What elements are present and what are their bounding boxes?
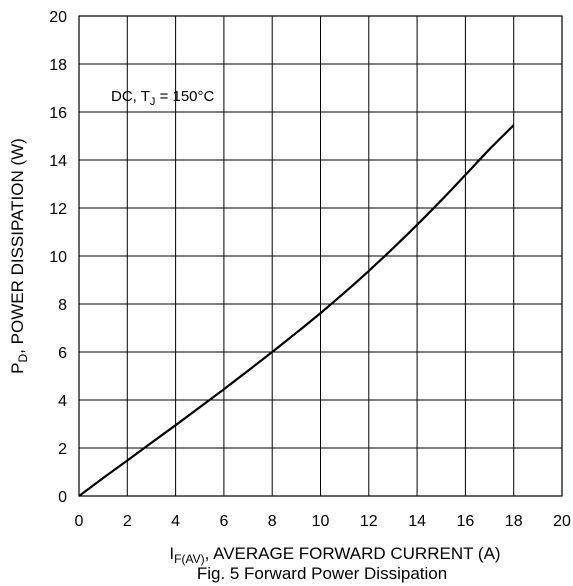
series-group [78, 124, 515, 497]
x-tick-label: 6 [219, 513, 228, 530]
y-tick-label: 16 [49, 105, 67, 122]
y-tick-label: 18 [49, 57, 67, 74]
plot-frame [78, 15, 563, 497]
y-axis-label-rest: , POWER DISSIPATION (W) [8, 138, 27, 354]
x-tick-label: 16 [457, 513, 475, 530]
x-axis-label-subscript: F(AV) [174, 552, 204, 566]
y-axis-label-subscript: D [16, 353, 30, 362]
x-axis-label-rest: , AVERAGE FORWARD CURRENT (A) [205, 544, 501, 563]
x-tick-label: 12 [360, 513, 378, 530]
series-line-power-dissipation [78, 124, 515, 497]
y-axis-label: PD, POWER DISSIPATION (W) [8, 138, 30, 374]
x-tick-label: 18 [505, 513, 523, 530]
annotation-subscript: J [150, 96, 156, 108]
y-axis-label-prefix: P [8, 362, 27, 373]
y-tick-label: 14 [49, 153, 67, 170]
x-axis-label-prefix: I [169, 544, 174, 563]
y-tick-label: 20 [49, 9, 67, 26]
y-tick-label: 0 [58, 489, 67, 506]
x-tick-label: 14 [408, 513, 426, 530]
y-tick-labels: 0 2 4 6 8 10 12 14 16 18 20 [49, 9, 67, 506]
x-tick-label: 8 [268, 513, 277, 530]
x-tick-label: 4 [171, 513, 180, 530]
y-tick-label: 8 [58, 297, 67, 314]
condition-annotation: DC, TJ = 150°C [111, 88, 215, 108]
y-tick-label: 6 [58, 345, 67, 362]
y-tick-label: 4 [58, 393, 67, 410]
annotation-rest: = 150°C [155, 88, 214, 105]
x-tick-label: 10 [312, 513, 330, 530]
x-tick-label: 20 [553, 513, 571, 530]
y-tick-label: 12 [49, 201, 67, 218]
x-tick-label: 2 [123, 513, 132, 530]
x-axis-label: IF(AV), AVERAGE FORWARD CURRENT (A) [169, 544, 500, 566]
x-tick-label: 0 [75, 513, 84, 530]
y-tick-label: 10 [49, 249, 67, 266]
annotation-prefix: DC, T [111, 88, 150, 105]
figure-caption: Fig. 5 Forward Power Dissipation [197, 564, 447, 583]
chart-grid [78, 15, 563, 497]
y-tick-label: 2 [58, 441, 67, 458]
x-tick-labels: 0 2 4 6 8 10 12 14 16 18 20 [75, 513, 571, 530]
